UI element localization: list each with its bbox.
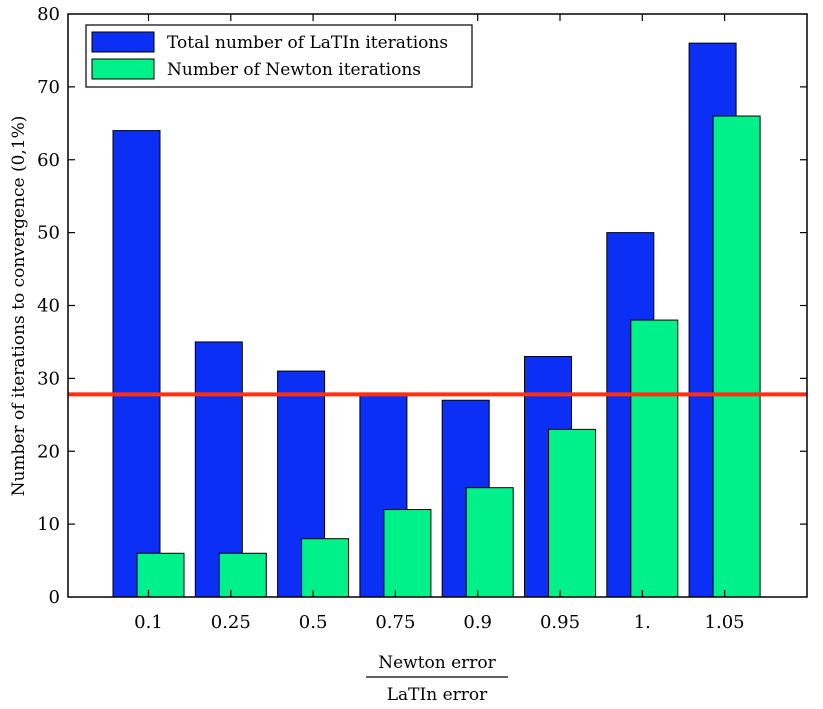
y-tick-label-1: 10 [37,514,60,535]
y-tick-label-7: 70 [37,77,60,98]
y-axis-label: Number of iterations to convergence (0,1… [9,116,29,497]
bar-newton-4 [465,487,514,598]
bar-newton-7 [712,115,761,598]
legend: Total number of LaTIn iterations Number … [85,24,473,88]
x-axis-label-numerator: Newton error [378,653,496,673]
bar-newton-5 [548,428,596,598]
y-tick-label-2: 20 [37,441,60,462]
y-tick-label-3: 30 [37,368,60,389]
x-tick-label-7: 1.05 [705,612,745,633]
bar-newton-2 [301,538,350,598]
y-tick-label-0: 0 [49,587,60,608]
y-tick-label-6: 60 [37,150,60,171]
y-axis: 0 10 20 30 40 50 60 70 80 [37,4,807,608]
x-tick-label-1: 0.25 [211,612,251,633]
y-tick-label-8: 80 [37,4,60,25]
x-tick-label-3: 0.75 [375,612,415,633]
x-axis-label: Newton error LaTIn error [366,653,508,705]
legend-swatch-newton [91,58,155,80]
legend-label-latin: Total number of LaTIn iterations [167,33,448,53]
bar-newton-6 [630,319,679,598]
bar-newton-0 [136,552,185,598]
bar-newton-3 [383,509,432,598]
legend-label-newton: Number of Newton iterations [167,60,421,80]
y-tick-label-4: 40 [37,296,60,317]
x-tick-label-6: 1. [634,612,651,633]
x-axis: 0.1 0.25 0.5 0.75 0.9 0.95 1. 1.05 [134,14,745,633]
bar-newton-1 [218,552,267,598]
bar-latin-0 [112,130,161,598]
y-tick-label-5: 50 [37,223,60,244]
x-tick-label-2: 0.5 [299,612,328,633]
bars-group [112,42,761,598]
x-tick-label-4: 0.9 [463,612,492,633]
x-axis-label-denominator: LaTIn error [387,685,488,705]
x-tick-label-5: 0.95 [540,612,580,633]
x-tick-label-0: 0.1 [134,612,163,633]
legend-swatch-latin [91,31,155,53]
